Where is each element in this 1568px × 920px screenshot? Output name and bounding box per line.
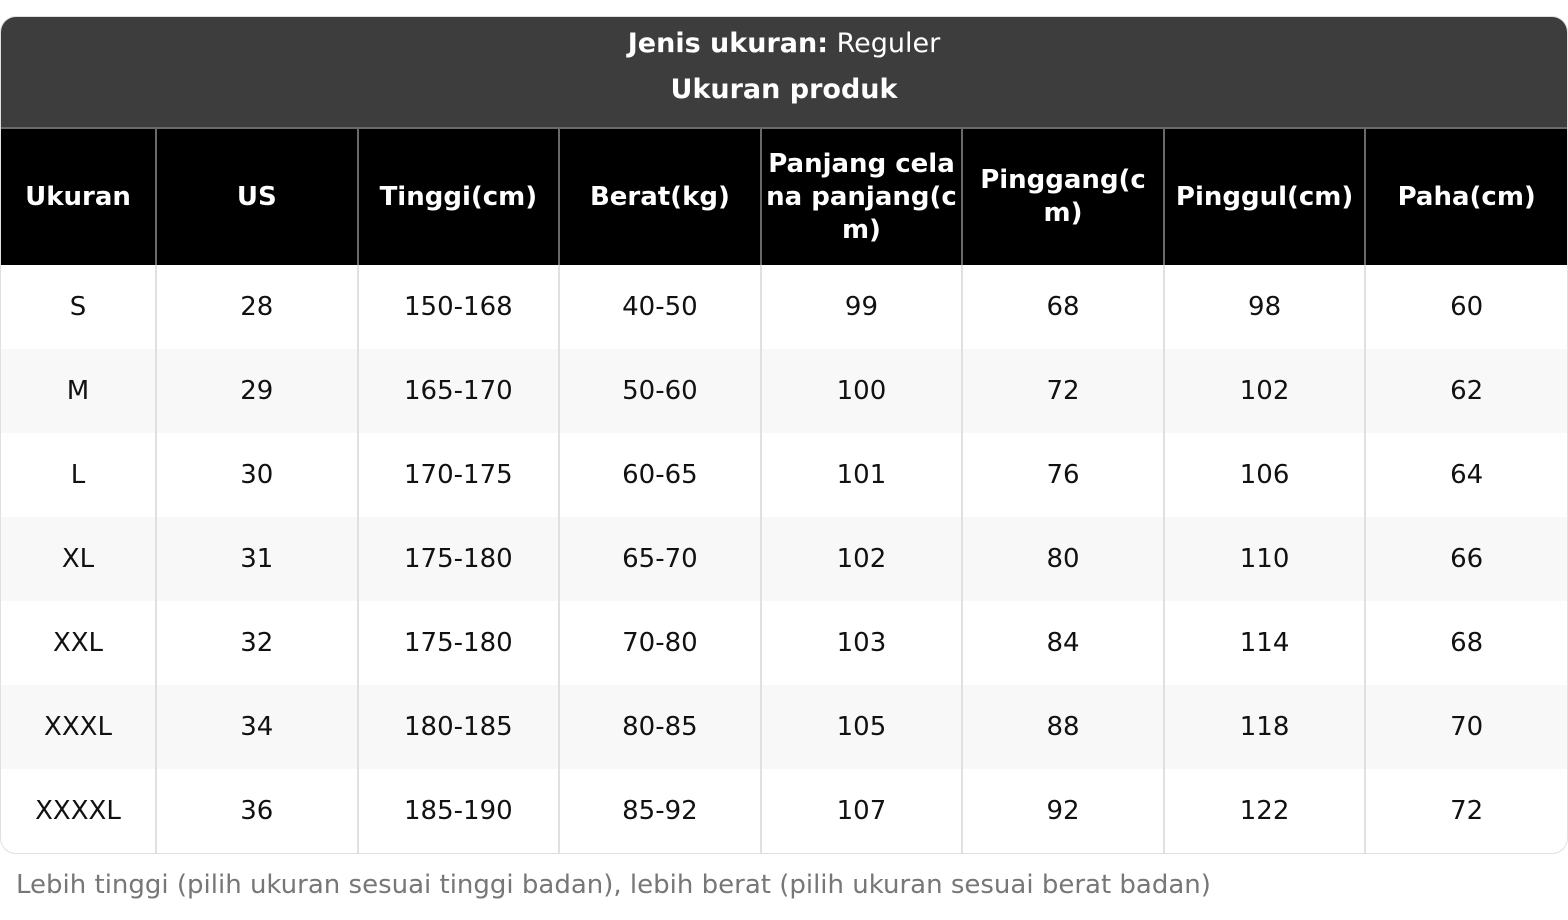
table-cell: S — [69, 292, 87, 322]
table-cell: 98 — [1162, 265, 1366, 349]
table-cell: 36 — [155, 769, 358, 853]
table-cell: 105 — [759, 685, 963, 769]
title-band: Jenis ukuran: Reguler Ukuran produk — [1, 17, 1567, 129]
table-cell: 99 — [759, 265, 963, 349]
table-cell: 100 — [759, 349, 963, 433]
table-cell: 170-175 — [356, 433, 560, 517]
table-cell: 32 — [155, 601, 358, 685]
table-row: XXXL 34 180-185 80-85 105 88 118 70 — [1, 685, 1567, 769]
table-cell: 65-70 — [558, 517, 761, 601]
table-cell: 103 — [759, 601, 963, 685]
size-chart: Jenis ukuran: Reguler Ukuran produk Ukur… — [0, 16, 1568, 854]
table-cell: L — [70, 460, 86, 490]
column-header: Paha(cm) — [1364, 129, 1567, 265]
table-cell: 175-180 — [356, 601, 560, 685]
table-cell: 68 — [1364, 601, 1567, 685]
table-cell: 107 — [759, 769, 963, 853]
table-cell: 84 — [961, 601, 1164, 685]
table-row: S 28 150-168 40-50 99 68 98 60 — [1, 265, 1567, 349]
table-cell: 92 — [961, 769, 1164, 853]
column-header: Tinggi(cm) — [356, 129, 560, 265]
table-cell: 28 — [155, 265, 358, 349]
table-cell: 118 — [1162, 685, 1366, 769]
table-cell: 102 — [1162, 349, 1366, 433]
table-cell: M — [1, 349, 156, 433]
table-row: XL 31 175-180 65-70 102 80 110 66 — [1, 517, 1567, 601]
table-cell: 180-185 — [356, 685, 560, 769]
table-cell: 165-170 — [356, 349, 560, 433]
table-row: XXXXL 36 185-190 85-92 107 92 122 72 — [1, 769, 1567, 853]
column-header: Panjang celana panjang(cm) — [759, 129, 963, 265]
table-cell: 114 — [1162, 601, 1366, 685]
table-cell: XXXL — [1, 685, 156, 769]
table-cell: 150-168 — [356, 265, 560, 349]
table-cell: 34 — [155, 685, 358, 769]
table-cell: 80 — [961, 517, 1164, 601]
table-cell: 110 — [1162, 517, 1366, 601]
size-type-value: Reguler — [836, 28, 941, 59]
table-cell: 72 — [1364, 769, 1567, 853]
table-cell: 80-85 — [558, 685, 761, 769]
footnote: Lebih tinggi (pilih ukuran sesuai tinggi… — [16, 870, 1211, 900]
table-cell: 88 — [961, 685, 1164, 769]
table-cell: 102 — [759, 517, 963, 601]
table-cell: XXL — [52, 628, 104, 658]
column-header: Pinggang(cm) — [961, 129, 1164, 265]
table-row: L 30 170-175 60-65 101 76 106 64 — [1, 433, 1567, 517]
table-row: M 29 165-170 50-60 100 72 102 62 — [1, 349, 1567, 433]
table-cell: 31 — [155, 517, 358, 601]
table-cell: 60-65 — [558, 433, 761, 517]
table-cell: 60 — [1364, 265, 1567, 349]
table-cell: 175-180 — [356, 517, 560, 601]
table-cell: 70 — [1364, 685, 1567, 769]
table-cell: 40-50 — [558, 265, 761, 349]
table-subtitle: Ukuran produk — [670, 74, 898, 105]
column-header: US — [155, 129, 358, 265]
table-cell: XL — [1, 517, 156, 601]
table-cell: 64 — [1364, 433, 1567, 517]
table-cell: 29 — [155, 349, 358, 433]
table-cell: 101 — [759, 433, 963, 517]
table-cell: 106 — [1162, 433, 1366, 517]
table-cell: 66 — [1364, 517, 1567, 601]
size-type: Jenis ukuran: Reguler — [1, 17, 1567, 73]
table-cell: 185-190 — [356, 769, 560, 853]
table-cell: 76 — [961, 433, 1164, 517]
header-row: Ukuran US Tinggi(cm) Berat(kg) Panjang celan… — [1, 129, 1567, 265]
size-type-label: Jenis ukuran: — [627, 28, 829, 59]
table-cell: 122 — [1162, 769, 1366, 853]
column-header: Berat(kg) — [558, 129, 761, 265]
table-cell: 62 — [1364, 349, 1567, 433]
table-cell: 68 — [961, 265, 1164, 349]
table-cell: XXXXL — [35, 796, 121, 826]
table-cell: 50-60 — [558, 349, 761, 433]
size-table: Ukuran US Tinggi(cm) Berat(kg) Panjang celan… — [1, 129, 1567, 853]
column-header: Pinggul(cm) — [1162, 129, 1366, 265]
column-header: Ukuran — [1, 129, 156, 265]
table-cell: 30 — [155, 433, 358, 517]
table-row: XXL 32 175-180 70-80 103 84 114 68 — [1, 601, 1567, 685]
table-cell: 70-80 — [558, 601, 761, 685]
table-cell: 85-92 — [558, 769, 761, 853]
table-cell: 72 — [961, 349, 1164, 433]
